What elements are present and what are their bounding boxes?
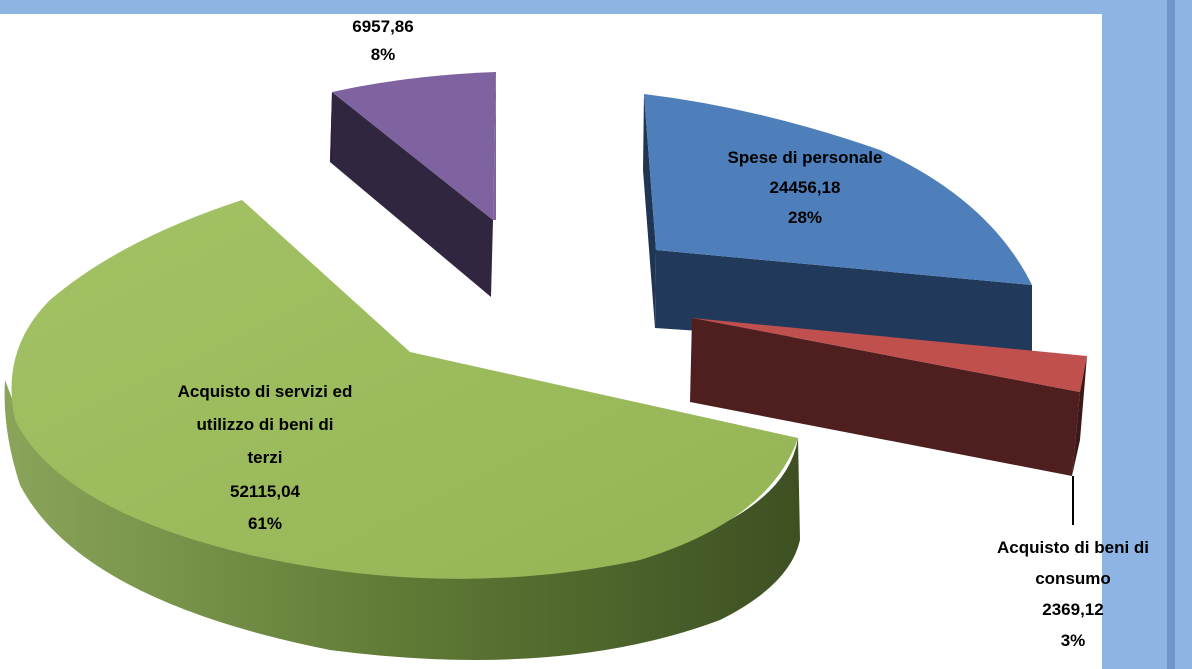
slice-green: [4, 200, 801, 660]
label-purple-value: 6957,86: [352, 17, 413, 36]
slice-purple: [330, 72, 496, 297]
label-green-percent: 61%: [248, 514, 282, 533]
label-green-line3: terzi: [248, 448, 283, 467]
slice-purple-side-back: [330, 92, 332, 162]
slice-blue: [643, 94, 1032, 353]
label-green-value: 52115,04: [230, 482, 301, 501]
label-green: Acquisto di servizi ed utilizzo di beni …: [178, 382, 353, 533]
label-purple-percent: 8%: [371, 45, 396, 64]
slice-green-side: [4, 380, 801, 660]
label-red-value: 2369,12: [1042, 600, 1103, 619]
slice-green-top: [11, 200, 799, 579]
slice-red-side-right: [1072, 356, 1087, 476]
label-blue-value: 24456,18: [770, 178, 841, 197]
slice-purple-top: [332, 72, 496, 220]
slice-red-side: [690, 318, 1080, 476]
slice-purple-side: [330, 92, 493, 297]
slice-blue-side-left: [643, 94, 656, 328]
frame-edge: [1167, 0, 1175, 669]
slice-purple-top-right: [493, 72, 496, 220]
label-green-line2: utilizzo di beni di: [197, 415, 334, 434]
label-blue: Spese di personale 24456,18 28%: [728, 148, 883, 227]
label-red: Acquisto di beni di consumo 2369,12 3%: [997, 538, 1149, 650]
label-red-line2: consumo: [1035, 569, 1111, 588]
label-blue-name: Spese di personale: [728, 148, 883, 167]
label-purple: 6957,86 8%: [352, 17, 413, 64]
label-green-line1: Acquisto di servizi ed: [178, 382, 353, 401]
slice-red-top: [692, 318, 1087, 392]
slice-blue-top: [644, 94, 1032, 285]
slice-red: [690, 318, 1087, 476]
label-blue-percent: 28%: [788, 208, 822, 227]
label-red-percent: 3%: [1061, 631, 1086, 650]
label-red-line1: Acquisto di beni di: [997, 538, 1149, 557]
